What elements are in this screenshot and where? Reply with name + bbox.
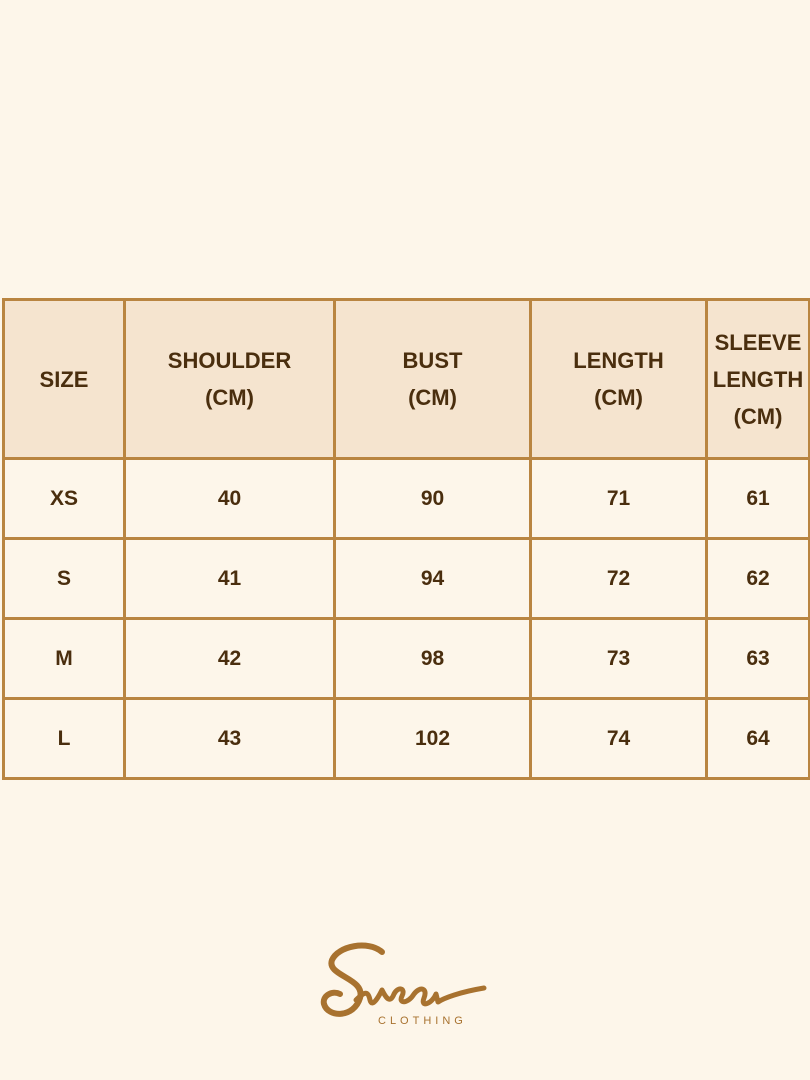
cell-shoulder: 40 [123,457,336,540]
cell-sleeve-length: 63 [705,617,810,700]
cell-length: 72 [529,537,708,620]
size-chart-table: SIZE SHOULDER (CM) BUST (CM) LENGTH (CM) SL… [2,298,810,780]
logo-subtitle: CLOTHING [378,1015,467,1027]
cell-bust: 98 [333,617,532,700]
cell-bust: 90 [333,457,532,540]
header-shoulder: SHOULDER (CM) [123,298,336,460]
table-row: L 43 102 74 64 [2,697,810,780]
header-size: SIZE [2,298,126,460]
cell-size: S [2,537,126,620]
cell-size: M [2,617,126,700]
header-row: SIZE SHOULDER (CM) BUST (CM) LENGTH (CM) SL… [2,298,810,460]
cell-bust: 94 [333,537,532,620]
cell-shoulder: 43 [123,697,336,780]
cell-length: 74 [529,697,708,780]
table-row: S 41 94 72 62 [2,537,810,620]
cell-sleeve-length: 61 [705,457,810,540]
cell-sleeve-length: 64 [705,697,810,780]
header-sleeve-length: SLEEVE LENGTH (CM) [705,298,810,460]
cell-size: XS [2,457,126,540]
cell-sleeve-length: 62 [705,537,810,620]
cell-shoulder: 42 [123,617,336,700]
table-body: XS 40 90 71 61 S 41 94 72 62 M 42 98 73 63 L 43 102 74 64 [2,457,810,780]
cell-shoulder: 41 [123,537,336,620]
header-length: LENGTH (CM) [529,298,708,460]
cell-bust: 102 [333,697,532,780]
cell-length: 71 [529,457,708,540]
header-bust: BUST (CM) [333,298,532,460]
table-row: XS 40 90 71 61 [2,457,810,540]
cell-size: L [2,697,126,780]
table-row: M 42 98 73 63 [2,617,810,700]
svea-clothing-logo: CLOTHING [320,942,487,1027]
cell-length: 73 [529,617,708,700]
